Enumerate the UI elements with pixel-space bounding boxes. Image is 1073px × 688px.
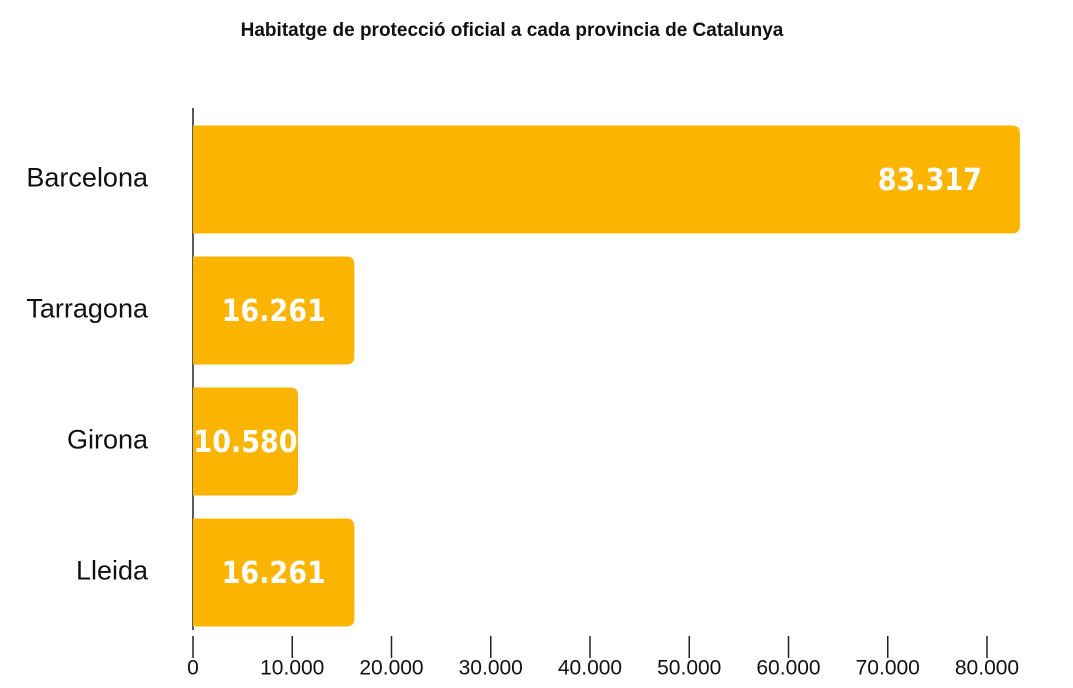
x-tick-label: 10.000 — [260, 657, 324, 680]
category-label: Lleida — [76, 556, 149, 586]
value-label: 16.261 — [222, 556, 326, 591]
bar — [193, 387, 299, 496]
bar — [193, 518, 355, 627]
value-label: 16.261 — [222, 294, 326, 329]
x-tick-label: 40.000 — [558, 657, 622, 680]
chart-title: Habitatge de protecció oficial a cada pr… — [241, 20, 784, 41]
bar — [193, 256, 355, 365]
x-tick-label: 80.000 — [955, 657, 1019, 680]
x-tick-label: 50.000 — [657, 657, 721, 680]
x-tick-label: 70.000 — [856, 657, 920, 680]
category-label: Barcelona — [26, 163, 149, 193]
x-tick-label: 0 — [187, 657, 199, 680]
x-tick-label: 20.000 — [359, 657, 423, 680]
category-label: Tarragona — [26, 294, 149, 324]
value-label: 10.580 — [193, 425, 297, 460]
x-tick-label: 60.000 — [756, 657, 820, 680]
bar — [193, 125, 1020, 234]
value-label: 83.317 — [878, 163, 982, 198]
category-label: Girona — [67, 425, 149, 455]
x-tick-label: 30.000 — [459, 657, 523, 680]
